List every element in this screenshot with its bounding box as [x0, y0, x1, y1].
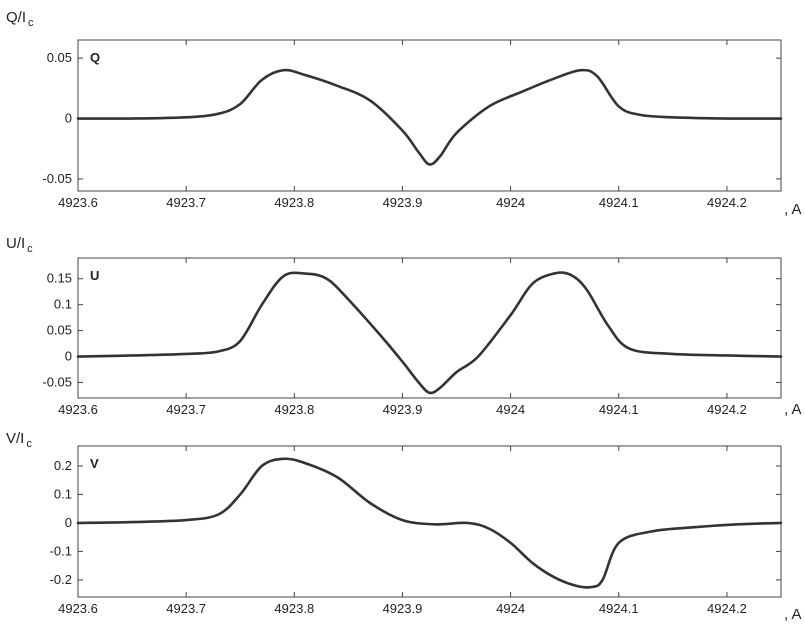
x-tick-label: 4924.1 — [599, 601, 639, 616]
x-tick-label: 4923.9 — [383, 601, 423, 616]
y-tick-label: -0.05 — [42, 374, 72, 389]
x-tick-label: 4924 — [496, 601, 525, 616]
y-tick-label: 0.05 — [47, 323, 72, 338]
y-tick-label: 0.2 — [54, 458, 72, 473]
x-tick-label: 4923.9 — [383, 195, 423, 210]
x-tick-label: 4923.9 — [383, 402, 423, 417]
panel-q: 4923.6 4923.7 4923.8 4923.9 4924 4924.1 4924.2… — [6, 9, 802, 218]
x-tick-label: 4923.7 — [166, 195, 206, 210]
y-tick-label: 0.1 — [54, 486, 72, 501]
y-tick-label: -0.2 — [50, 572, 72, 587]
y-tick-label: 0 — [65, 515, 72, 530]
panel-label: V — [90, 456, 99, 471]
x-tick-label: 4923.7 — [166, 402, 206, 417]
panel-v: 4923.6 4923.7 4923.8 4923.9 4924 4924.1 4924.2… — [6, 430, 802, 623]
x-tick-label: 4924.1 — [599, 402, 639, 417]
y-axis-label: Q/I c — [6, 9, 34, 29]
x-tick-label: 4923.6 — [58, 195, 98, 210]
x-axis-unit-label: , A — [784, 401, 802, 418]
panel-label: Q — [90, 50, 100, 65]
x-tick-label: 4924.1 — [599, 195, 639, 210]
x-tick-label: 4924.2 — [707, 601, 747, 616]
x-axis-unit-label: , A — [784, 201, 802, 218]
x-tick-label: 4923.7 — [166, 601, 206, 616]
y-tick-label: -0.1 — [50, 543, 72, 558]
y-tick-label: 0.1 — [54, 297, 72, 312]
x-tick-label: 4924.2 — [707, 402, 747, 417]
y-axis-label: V/I c — [6, 430, 32, 450]
plot-frame — [77, 39, 782, 192]
series-line-v — [76, 457, 783, 589]
x-tick-label: 4924 — [496, 195, 525, 210]
y-tick-label: 0.05 — [47, 50, 72, 65]
y-axis-label-subscript: c — [26, 438, 32, 450]
series-line-u — [76, 271, 783, 395]
x-tick-label: 4924.2 — [707, 195, 747, 210]
y-tick-label: 0 — [65, 349, 72, 364]
x-tick-label: 4923.6 — [58, 402, 98, 417]
panel-u: 4923.6 4923.7 4923.8 4923.9 4924 4924.1 4924.2… — [6, 235, 802, 418]
y-axis-label: U/I c — [6, 235, 33, 255]
y-tick-label: 0.15 — [47, 271, 72, 286]
plot-frame — [77, 445, 782, 598]
plot-frame — [77, 257, 782, 399]
panel-label: U — [90, 268, 99, 283]
x-tick-label: 4924 — [496, 402, 525, 417]
x-tick-label: 4923.6 — [58, 601, 98, 616]
y-axis-label-subscript: c — [28, 17, 34, 29]
x-axis-unit-label: , A — [784, 606, 802, 623]
y-axis-label-subscript: c — [27, 243, 33, 255]
y-tick-label: -0.05 — [42, 171, 72, 186]
y-tick-label: 0 — [65, 111, 72, 126]
series-line-q — [76, 68, 783, 166]
x-tick-label: 4923.8 — [274, 601, 314, 616]
x-tick-label: 4923.8 — [274, 402, 314, 417]
x-tick-label: 4923.8 — [274, 195, 314, 210]
